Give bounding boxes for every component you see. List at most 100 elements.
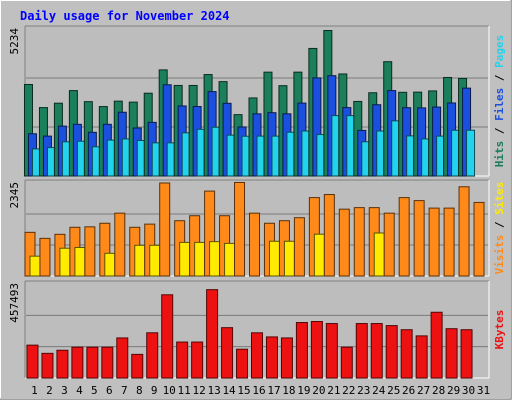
x-tick-26: 26	[402, 384, 415, 397]
bar-pages-30	[466, 129, 476, 177]
x-tick-24: 24	[372, 384, 386, 397]
chart-panels: 5234 Hits / Files / Pages 2345 Visits / Sit…	[8, 25, 506, 379]
x-tick-23: 23	[357, 384, 370, 397]
bar-visits-15	[234, 181, 246, 277]
bar-sites-3	[59, 247, 71, 277]
x-tick-20: 20	[312, 384, 325, 397]
bar-sites-4	[74, 247, 86, 277]
bar-visits-7	[114, 212, 126, 277]
bar-visits-25	[383, 212, 395, 277]
bar-kbytes-25	[385, 325, 398, 379]
y-max-label: 5234	[8, 28, 21, 55]
bar-visits-22	[338, 208, 350, 277]
bar-kbytes-12	[191, 341, 204, 379]
x-tick-19: 19	[297, 384, 310, 397]
bar-visits-21	[323, 194, 335, 277]
bar-kbytes-4	[71, 346, 84, 379]
bar-sites-18	[283, 240, 295, 277]
bar-sites-9	[149, 244, 161, 277]
x-tick-3: 3	[61, 384, 68, 397]
x-tick-6: 6	[106, 384, 113, 397]
bar-kbytes-28	[430, 311, 443, 379]
x-tick-8: 8	[136, 384, 143, 397]
bar-visits-10	[159, 182, 171, 277]
x-tick-15: 15	[237, 384, 250, 397]
x-tick-27: 27	[417, 384, 430, 397]
x-tick-29: 29	[447, 384, 460, 397]
bar-visits-31	[473, 201, 485, 277]
y-max-label: 2345	[8, 182, 21, 209]
x-tick-21: 21	[327, 384, 340, 397]
x-tick-1: 1	[31, 384, 38, 397]
side-label-sites-visits: Visits / Sites	[493, 182, 506, 275]
bar-visits-23	[353, 207, 365, 277]
chart-title: Daily usage for November 2024	[20, 9, 230, 23]
bar-visits-26	[398, 197, 410, 277]
x-tick-28: 28	[432, 384, 445, 397]
bar-visits-30	[458, 186, 470, 277]
bar-kbytes-22	[340, 346, 353, 379]
bar-visits-27	[413, 200, 425, 277]
bar-kbytes-23	[355, 323, 368, 379]
bar-kbytes-8	[131, 353, 144, 379]
bar-kbytes-1	[26, 344, 39, 379]
side-label-part: KBytes	[493, 310, 506, 350]
bar-kbytes-5	[86, 346, 99, 379]
x-axis: 1 2 3 4 5 6 7 8 9 10 11 12 13 14 15 16 17 18 19 20 21 22 23 24 2…	[31, 384, 490, 397]
bar-kbytes-6	[101, 346, 114, 379]
bar-kbytes-13	[206, 289, 219, 379]
bar-kbytes-17	[265, 336, 278, 379]
side-label-part: /	[493, 215, 506, 235]
x-tick-2: 2	[46, 384, 53, 397]
x-tick-13: 13	[207, 384, 220, 397]
bar-visits-28	[428, 207, 440, 277]
y-max-label: 457493	[8, 283, 21, 323]
bar-sites-1	[29, 255, 41, 277]
bar-kbytes-24	[370, 323, 383, 379]
bar-kbytes-29	[445, 328, 458, 379]
x-tick-10: 10	[163, 384, 176, 397]
x-tick-25: 25	[387, 384, 400, 397]
bar-kbytes-27	[415, 335, 428, 379]
bar-visits-5	[84, 226, 96, 277]
side-label-part: Files	[493, 88, 506, 121]
side-label-part: /	[493, 121, 506, 141]
bar-sites-11	[179, 241, 191, 277]
panel-sites-visits: 2345 Visits / Sites	[8, 179, 506, 277]
bar-kbytes-7	[116, 337, 129, 379]
bar-kbytes-18	[280, 337, 293, 379]
bar-visits-29	[443, 207, 455, 277]
panel-kbytes: 457493 KBytes	[8, 280, 506, 379]
bar-kbytes-20	[310, 320, 323, 379]
x-tick-22: 22	[342, 384, 355, 397]
bar-kbytes-9	[146, 332, 159, 379]
bar-kbytes-19	[295, 322, 308, 379]
bar-visits-16	[249, 212, 260, 277]
x-tick-17: 17	[267, 384, 280, 397]
bar-kbytes-21	[325, 323, 338, 379]
x-tick-31: 31	[477, 384, 490, 397]
bar-kbytes-3	[56, 349, 69, 379]
bar-sites-14	[224, 242, 236, 277]
bar-kbytes-10	[161, 294, 174, 379]
side-label-part: Visits	[493, 235, 506, 275]
x-tick-9: 9	[151, 384, 158, 397]
x-tick-30: 30	[462, 384, 475, 397]
panel-hits-files-pages: 5234 Hits / Files / Pages	[8, 25, 506, 177]
x-tick-14: 14	[222, 384, 236, 397]
side-label-part: /	[493, 68, 506, 88]
bar-kbytes-2	[41, 352, 54, 379]
bar-kbytes-26	[400, 329, 413, 379]
side-label-part: Pages	[493, 35, 506, 68]
bar-kbytes-11	[176, 341, 189, 379]
bar-kbytes-30	[460, 329, 473, 379]
x-tick-11: 11	[178, 384, 191, 397]
bar-visits-2	[39, 237, 51, 277]
bar-sites-8	[134, 244, 146, 277]
x-tick-5: 5	[91, 384, 98, 397]
bar-kbytes-16	[251, 332, 263, 379]
x-tick-7: 7	[121, 384, 128, 397]
bar-sites-12	[194, 241, 206, 277]
